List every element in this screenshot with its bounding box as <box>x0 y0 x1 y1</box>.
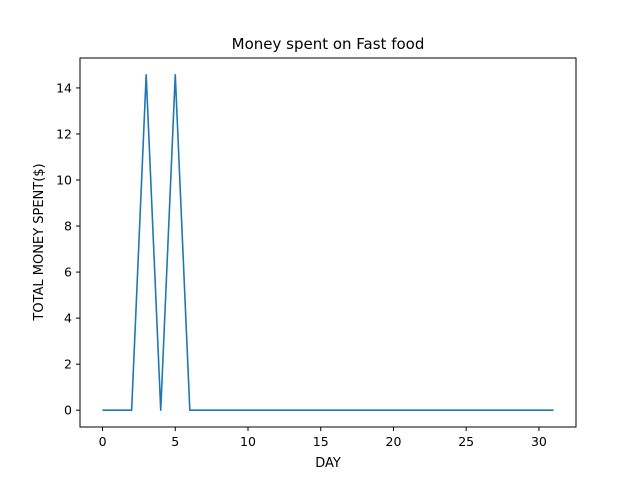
plot-frame <box>79 57 577 428</box>
y-axis-label: TOTAL MONEY SPENT($) <box>32 163 47 321</box>
x-tick-label: 0 <box>99 434 107 449</box>
y-tick-label: 4 <box>64 311 72 326</box>
series-line-0 <box>102 74 554 412</box>
x-axis-label: DAY <box>315 456 341 471</box>
y-tick-label: 0 <box>64 403 72 418</box>
chart-title: Money spent on Fast food <box>232 35 425 53</box>
y-tick-label: 6 <box>64 265 72 280</box>
y-tick-label: 14 <box>56 80 72 95</box>
x-tick-label: 10 <box>240 434 256 449</box>
x-tick-label: 15 <box>313 434 329 449</box>
x-tick-label: 25 <box>458 434 474 449</box>
x-tick-label: 30 <box>531 434 547 449</box>
x-axis-ticks: 0 5 10 15 20 25 30 <box>99 427 547 449</box>
y-tick-label: 2 <box>64 357 72 372</box>
x-tick-label: 20 <box>386 434 402 449</box>
y-tick-label: 8 <box>64 219 72 234</box>
y-tick-label: 10 <box>56 173 72 188</box>
x-tick-label: 5 <box>171 434 179 449</box>
y-axis-ticks: 0 2 4 6 8 10 12 14 <box>56 80 80 418</box>
plot-background <box>80 58 576 427</box>
chart-marks <box>102 74 554 412</box>
y-tick-label: 12 <box>56 126 72 141</box>
